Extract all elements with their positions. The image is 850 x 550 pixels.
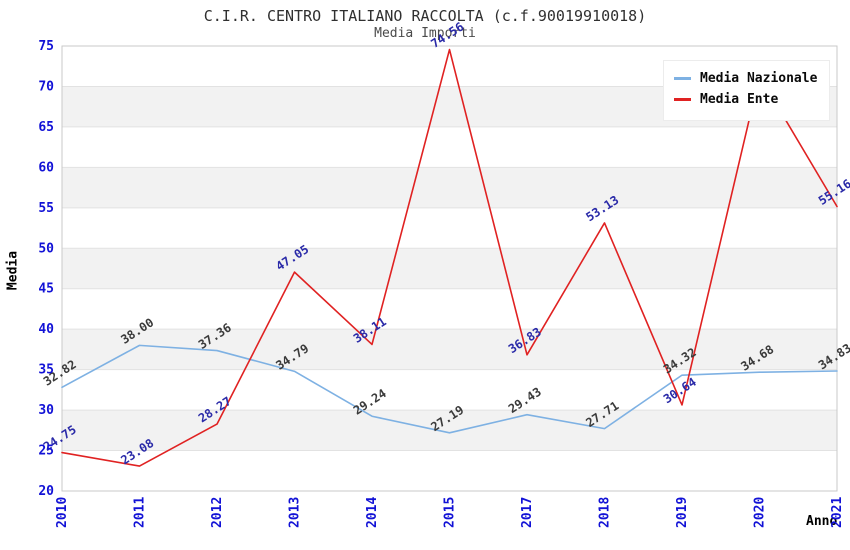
x-tick-label: 2018 — [598, 497, 613, 528]
chart-title: C.I.R. CENTRO ITALIANO RACCOLTA (c.f.900… — [203, 7, 647, 25]
plot-band — [62, 248, 837, 289]
plot-border — [61, 45, 838, 492]
legend-label: Media Nazionale — [700, 71, 818, 86]
y-tick-label: 20 — [38, 484, 54, 499]
x-tick-label: 2013 — [288, 497, 303, 528]
y-tick-label: 50 — [38, 241, 54, 256]
legend-item-media-nazionale: Media Nazionale — [674, 71, 817, 86]
chart-subtitle: Media Importi — [374, 26, 476, 41]
x-tick-label: 2012 — [210, 497, 225, 528]
y-tick-label: 55 — [38, 201, 54, 216]
legend-item-media-ente: Media Ente — [674, 92, 817, 107]
x-tick-label: 2017 — [520, 497, 535, 528]
plot-band — [62, 329, 837, 370]
y-tick-label: 75 — [38, 39, 54, 54]
legend: Media Nazionale Media Ente — [663, 60, 831, 121]
y-tick-label: 70 — [38, 79, 54, 94]
x-axis-title: Anno — [806, 514, 838, 529]
media-ente-line-swatch-icon — [674, 98, 691, 101]
series-line-media-ente — [61, 48, 838, 467]
y-tick-label: 35 — [38, 363, 54, 378]
y-tick-label: 25 — [38, 444, 54, 459]
y-tick-label: 60 — [38, 160, 54, 175]
x-tick-label: 2015 — [443, 497, 458, 528]
x-tick-label: 2020 — [753, 497, 768, 528]
media-nazionale-line-swatch-icon — [674, 77, 691, 80]
x-tick-label: 2010 — [55, 497, 70, 528]
y-tick-label: 30 — [38, 403, 54, 418]
x-tick-label: 2014 — [365, 497, 380, 528]
legend-label: Media Ente — [700, 92, 779, 107]
y-tick-label: 45 — [38, 282, 54, 297]
plot-band — [62, 167, 837, 208]
x-tick-label: 2011 — [133, 497, 148, 528]
y-tick-label: 65 — [38, 120, 54, 135]
series-line-media-nazionale — [61, 344, 838, 434]
plot-band — [62, 410, 837, 451]
y-tick-label: 40 — [38, 322, 54, 337]
x-tick-label: 2021 — [830, 497, 845, 528]
x-tick-label: 2019 — [675, 497, 690, 528]
